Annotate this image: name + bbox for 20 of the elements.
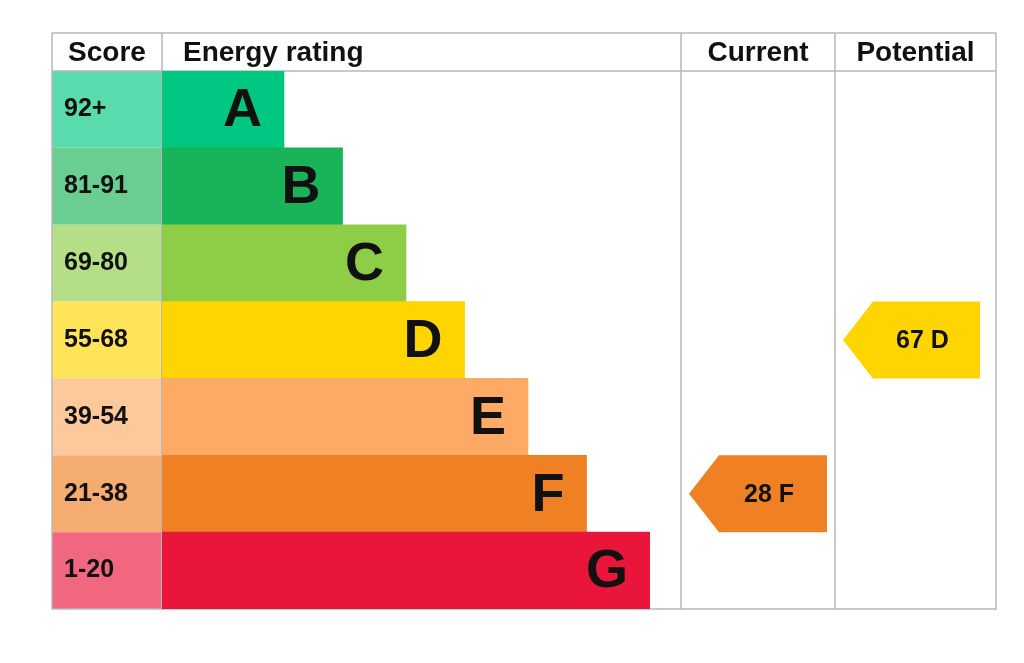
- text: 28 F: [743, 478, 795, 507]
- y-tick-label: B: [281, 154, 321, 215]
- text: 21-38: [64, 477, 129, 506]
- y-tick-label: A: [223, 77, 262, 138]
- text: 1-20: [64, 554, 115, 583]
- text: 55-68: [64, 323, 129, 352]
- y-tick-label: G: [585, 538, 628, 599]
- y-tick-label: C: [345, 231, 384, 292]
- y-tick-label: F: [531, 461, 565, 522]
- y-tick-label: E: [469, 384, 506, 445]
- text: Potential: [856, 35, 975, 67]
- text: 69-80: [64, 247, 128, 276]
- y-tick-label: D: [403, 307, 443, 368]
- text: Current: [707, 35, 809, 67]
- text: 67 D: [896, 324, 949, 353]
- text: 81-91: [64, 170, 129, 199]
- text: 39-54: [64, 400, 129, 429]
- text: Energy rating: [183, 35, 364, 67]
- text: 92+: [64, 93, 107, 122]
- text: Score: [68, 35, 146, 67]
